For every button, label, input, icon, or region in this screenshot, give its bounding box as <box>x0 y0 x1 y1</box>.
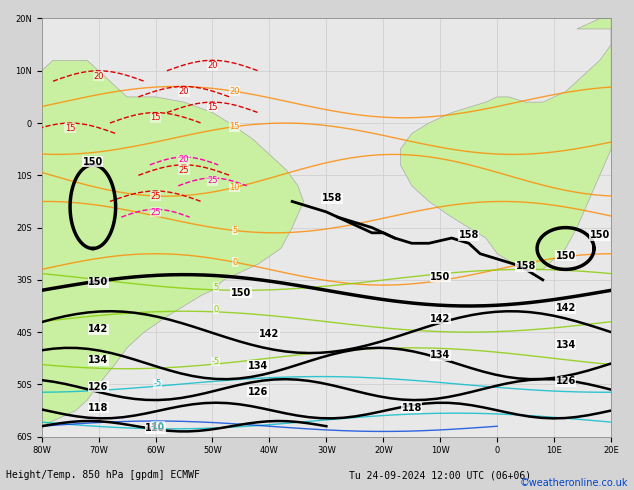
Text: 158: 158 <box>515 261 536 271</box>
Text: 158: 158 <box>322 194 342 203</box>
Text: 150: 150 <box>231 288 251 297</box>
Text: 150: 150 <box>82 157 103 167</box>
Text: 134: 134 <box>555 340 576 350</box>
Text: 20: 20 <box>230 87 240 96</box>
Text: 150: 150 <box>555 251 576 261</box>
Text: 25: 25 <box>179 166 189 175</box>
Text: 118: 118 <box>88 403 109 413</box>
Text: 134: 134 <box>248 361 268 371</box>
Text: 20: 20 <box>179 87 189 97</box>
Text: 0: 0 <box>232 258 237 267</box>
Text: -5: -5 <box>153 379 162 388</box>
Text: Tu 24-09-2024 12:00 UTC (06+06): Tu 24-09-2024 12:00 UTC (06+06) <box>349 470 531 480</box>
Text: 150: 150 <box>590 230 610 240</box>
Text: 10: 10 <box>230 183 240 192</box>
Text: 142: 142 <box>88 324 108 334</box>
Text: 20: 20 <box>93 72 104 81</box>
Text: 0: 0 <box>213 305 219 314</box>
Text: 25: 25 <box>150 192 161 201</box>
Text: 15: 15 <box>150 113 161 122</box>
Text: 126: 126 <box>248 387 268 397</box>
Text: 5: 5 <box>213 283 219 292</box>
Text: 150: 150 <box>430 272 450 282</box>
Text: 142: 142 <box>555 303 576 313</box>
Text: -5: -5 <box>212 357 220 366</box>
Text: 25: 25 <box>207 176 217 185</box>
Text: 15: 15 <box>207 103 217 112</box>
Text: 25: 25 <box>150 208 161 217</box>
Text: 15: 15 <box>65 124 75 133</box>
Text: -10: -10 <box>151 422 165 431</box>
Text: 20: 20 <box>179 155 189 164</box>
Text: 134: 134 <box>430 350 450 360</box>
Text: 5: 5 <box>232 226 237 235</box>
Text: 142: 142 <box>430 314 450 324</box>
Text: 110: 110 <box>145 423 165 434</box>
Text: ©weatheronline.co.uk: ©weatheronline.co.uk <box>519 478 628 488</box>
Text: 126: 126 <box>555 376 576 387</box>
Text: 158: 158 <box>458 230 479 240</box>
Text: 142: 142 <box>259 329 280 340</box>
Polygon shape <box>42 60 304 426</box>
Polygon shape <box>401 19 611 270</box>
Text: 150: 150 <box>88 277 108 287</box>
Text: 134: 134 <box>88 356 108 366</box>
Text: 20: 20 <box>207 61 217 70</box>
Text: 118: 118 <box>401 403 422 413</box>
Text: 15: 15 <box>230 122 240 131</box>
Text: Height/Temp. 850 hPa [gpdm] ECMWF: Height/Temp. 850 hPa [gpdm] ECMWF <box>6 470 200 480</box>
Text: 126: 126 <box>88 382 108 392</box>
